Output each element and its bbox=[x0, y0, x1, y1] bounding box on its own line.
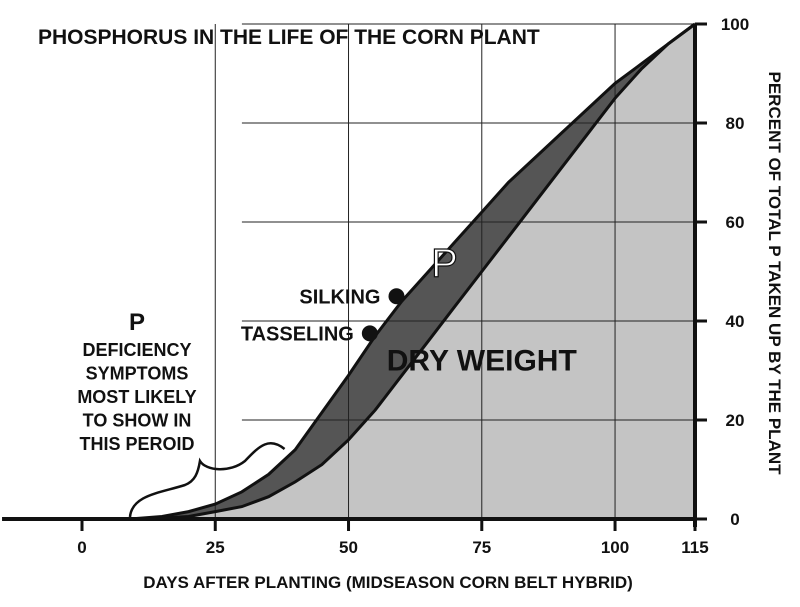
y-tick-label: 80 bbox=[726, 114, 745, 133]
deficiency-note-line: THIS PEROID bbox=[79, 434, 194, 454]
point-tasseling bbox=[361, 325, 378, 342]
x-tick-label: 75 bbox=[472, 538, 491, 557]
point-silking bbox=[388, 288, 405, 305]
series-dry-weight-line bbox=[145, 22, 696, 521]
y-tick-label: 100 bbox=[721, 15, 749, 34]
deficiency-note-line: SYMPTOMS bbox=[86, 364, 189, 384]
x-axis-title: DAYS AFTER PLANTING (MIDSEASON CORN BELT… bbox=[143, 573, 633, 592]
y-tick-label: 20 bbox=[726, 411, 745, 430]
deficiency-note-line: TO SHOW IN bbox=[83, 411, 192, 431]
chart-areas bbox=[130, 24, 695, 519]
axes: 0 25 50 75 100 115 0 20 40 60 80 100 bbox=[2, 15, 749, 557]
x-tick-label: 115 bbox=[681, 538, 708, 557]
deficiency-note-line: P bbox=[129, 309, 145, 336]
deficiency-period-brace bbox=[128, 442, 286, 518]
series-dry-weight-area bbox=[146, 24, 695, 519]
point-label-silking: SILKING bbox=[299, 286, 380, 308]
y-tick-label: 40 bbox=[726, 312, 745, 331]
y-axis-title: PERCENT OF TOTAL P TAKEN UP BY THE PLANT bbox=[765, 71, 784, 475]
p-band-label: P bbox=[431, 241, 458, 285]
deficiency-note-line: MOST LIKELY bbox=[77, 387, 196, 407]
y-tick-label: 60 bbox=[726, 213, 745, 232]
x-tick-label: 100 bbox=[601, 538, 629, 557]
dry-weight-label: DRY WEIGHT bbox=[387, 345, 577, 378]
chart-title: PHOSPHORUS IN THE LIFE OF THE CORN PLANT bbox=[38, 26, 540, 49]
x-tick-label: 0 bbox=[77, 538, 86, 557]
y-tick-label: 0 bbox=[730, 510, 739, 529]
chart-marks: TASSELING SILKING P DRY WEIGHT P DEFICIENCY SY… bbox=[77, 22, 696, 521]
x-tick-label: 50 bbox=[339, 538, 358, 557]
series-p-band bbox=[130, 24, 695, 519]
series-p-line bbox=[129, 22, 696, 521]
x-tick-label: 25 bbox=[206, 538, 225, 557]
deficiency-note-line: DEFICIENCY bbox=[82, 340, 191, 360]
point-label-tasseling: TASSELING bbox=[241, 323, 354, 345]
